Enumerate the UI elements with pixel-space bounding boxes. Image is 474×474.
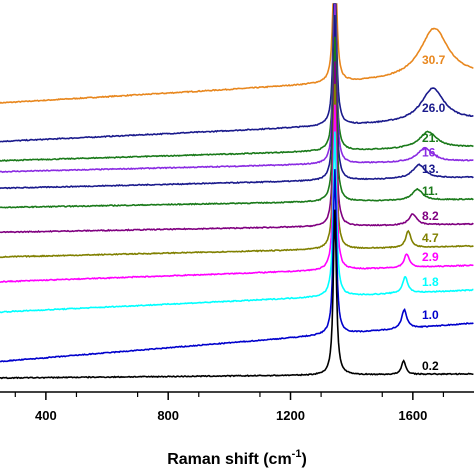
series-labels: 30.7 26.0 21.16. 13. 11. 8.2 4.7 2.9 1.8 1.0 0.2 [422,53,446,373]
series-label-8: 2.9 [422,250,439,264]
series-label-9: 1.8 [422,275,439,289]
series-line-0 [0,3,474,104]
series-line-8 [0,104,474,283]
series-line-9 [0,131,474,314]
series-line-3 [0,3,474,174]
series-line-4 [0,14,474,190]
series-line-7 [0,83,474,259]
x-axis-title: Raman shift (cm-1) [167,448,307,468]
x-tick-label: 400 [35,408,57,423]
series-line-1 [0,3,474,143]
series-label-11: 0.2 [422,359,439,373]
series-line-5 [0,36,474,209]
series-label-10: 1.0 [422,308,439,322]
series-line-2 [0,3,474,162]
series-label-1: 26.0 [422,101,446,115]
series-label-2: 21. [422,131,439,145]
series-label-7: 4.7 [422,231,439,245]
series-label-0: 30.7 [422,53,446,67]
series-curves [0,3,474,380]
series-line-6 [0,61,474,234]
series-label-6: 8.2 [422,209,439,223]
series-line-11 [0,209,474,380]
x-axis-ticks: 400 800 1200 1600 [14,392,445,423]
x-tick-label: 1600 [398,408,427,423]
x-tick-label: 800 [157,408,179,423]
series-label-3: 16. [422,145,439,159]
series-line-10 [0,169,474,363]
x-tick-label: 1200 [276,408,305,423]
series-label-4: 13. [422,162,439,176]
series-label-5: 11. [422,184,438,198]
